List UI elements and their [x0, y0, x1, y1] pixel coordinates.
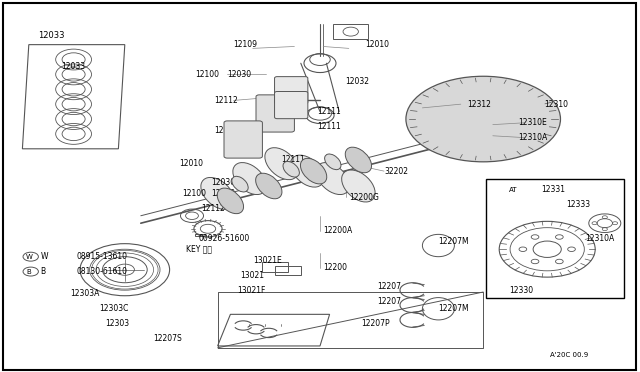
- Bar: [275, 326, 287, 337]
- Text: W: W: [26, 254, 32, 260]
- Bar: [262, 262, 288, 272]
- Text: 12330: 12330: [509, 286, 533, 295]
- Text: 12200G: 12200G: [349, 193, 379, 202]
- Text: 12100: 12100: [182, 189, 206, 198]
- FancyBboxPatch shape: [275, 77, 308, 104]
- Text: 13021E: 13021E: [253, 256, 282, 265]
- Polygon shape: [218, 314, 330, 346]
- Text: 08130-61610: 08130-61610: [77, 267, 128, 276]
- Ellipse shape: [406, 76, 561, 162]
- Text: 00926-51600: 00926-51600: [198, 234, 250, 243]
- Ellipse shape: [255, 173, 282, 199]
- Text: 12310E: 12310E: [518, 118, 547, 127]
- Bar: [333, 24, 368, 39]
- Bar: [195, 234, 205, 236]
- Ellipse shape: [300, 158, 327, 184]
- Text: 12200A: 12200A: [323, 226, 353, 235]
- Text: B: B: [40, 267, 45, 276]
- Text: 12032: 12032: [346, 77, 370, 86]
- Bar: [243, 326, 255, 337]
- Text: 12312: 12312: [467, 100, 491, 109]
- FancyBboxPatch shape: [256, 95, 294, 132]
- Text: W: W: [40, 252, 48, 261]
- Ellipse shape: [291, 155, 324, 187]
- Text: 12333: 12333: [566, 200, 591, 209]
- Text: 13021F: 13021F: [237, 286, 265, 295]
- Bar: [275, 266, 301, 275]
- Text: 12109: 12109: [211, 189, 236, 198]
- Text: 12111: 12111: [282, 155, 305, 164]
- Text: 12310A: 12310A: [586, 234, 615, 243]
- Text: 12331: 12331: [541, 185, 564, 194]
- Ellipse shape: [232, 176, 248, 192]
- Ellipse shape: [265, 148, 298, 180]
- Ellipse shape: [201, 177, 234, 209]
- Ellipse shape: [283, 161, 300, 177]
- Text: 12109: 12109: [234, 40, 258, 49]
- Text: 08915-13610: 08915-13610: [77, 252, 128, 261]
- Bar: [486, 179, 624, 298]
- Text: AT: AT: [509, 187, 517, 193]
- Text: 12207: 12207: [378, 282, 402, 291]
- Text: 12310A: 12310A: [518, 133, 548, 142]
- Ellipse shape: [316, 163, 349, 195]
- Text: 12303C: 12303C: [99, 304, 129, 313]
- Text: KEY キー: KEY キー: [186, 245, 212, 254]
- Text: 12111: 12111: [317, 107, 340, 116]
- Text: B: B: [26, 269, 31, 275]
- Text: 12207P: 12207P: [362, 319, 390, 328]
- Ellipse shape: [342, 170, 375, 202]
- Bar: [259, 326, 271, 337]
- Text: 12303: 12303: [106, 319, 130, 328]
- Polygon shape: [22, 45, 125, 149]
- Ellipse shape: [324, 154, 341, 170]
- Text: 12207M: 12207M: [438, 304, 469, 313]
- Text: 12303A: 12303A: [70, 289, 100, 298]
- Text: 12030: 12030: [227, 70, 252, 79]
- Text: 12010: 12010: [365, 40, 388, 49]
- Text: 12030: 12030: [211, 178, 236, 187]
- Text: 12112: 12112: [202, 204, 225, 213]
- Text: 12207: 12207: [378, 297, 402, 306]
- Text: 12310: 12310: [544, 100, 568, 109]
- Text: 12207S: 12207S: [154, 334, 182, 343]
- Text: 13021: 13021: [240, 271, 264, 280]
- Text: 12100: 12100: [195, 70, 219, 79]
- Text: 32202: 32202: [384, 167, 408, 176]
- Text: 12112: 12112: [214, 96, 238, 105]
- Text: 12033: 12033: [61, 62, 85, 71]
- Text: 12111: 12111: [317, 122, 340, 131]
- Text: 12032: 12032: [214, 126, 239, 135]
- Text: 12010: 12010: [179, 159, 204, 168]
- Text: 12033: 12033: [38, 31, 65, 40]
- Text: 12207M: 12207M: [438, 237, 469, 246]
- Text: A'20C 00.9: A'20C 00.9: [550, 352, 589, 358]
- FancyBboxPatch shape: [275, 92, 308, 119]
- Text: 12200: 12200: [323, 263, 347, 272]
- FancyBboxPatch shape: [224, 121, 262, 158]
- Ellipse shape: [217, 188, 244, 214]
- Ellipse shape: [233, 163, 266, 195]
- Ellipse shape: [345, 147, 372, 173]
